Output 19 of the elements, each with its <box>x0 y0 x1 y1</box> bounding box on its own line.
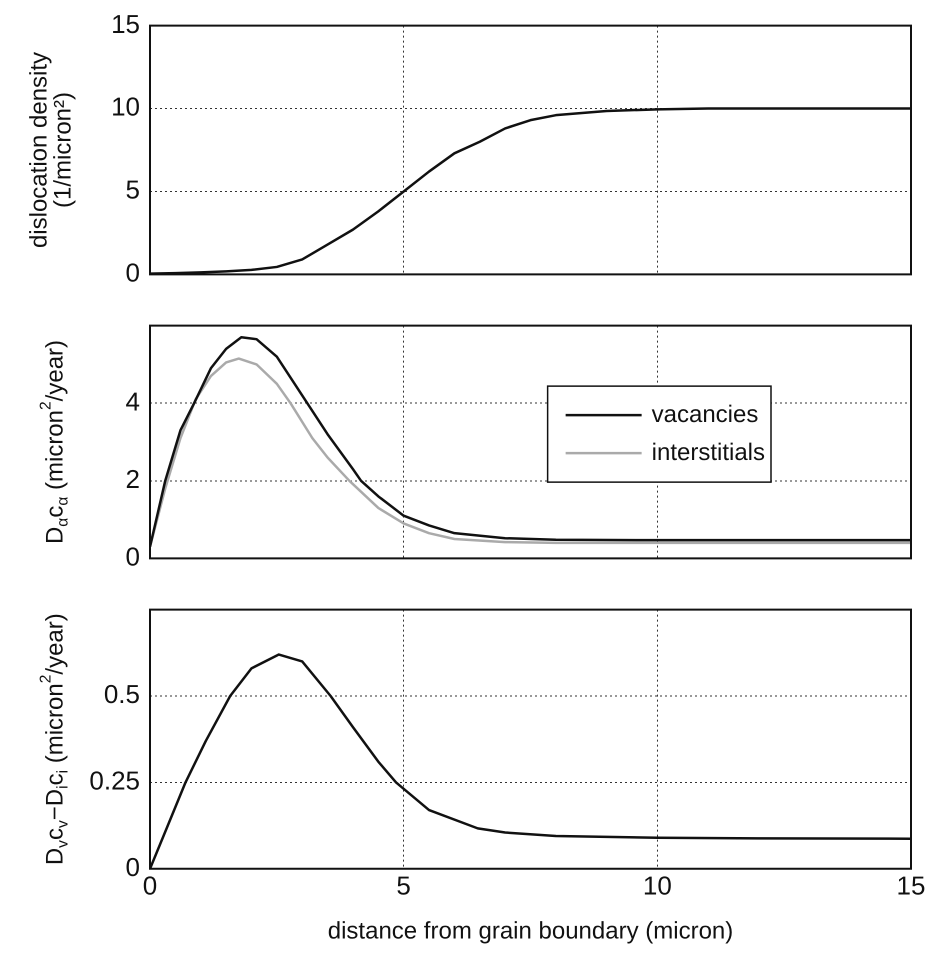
y-tick-label: 5 <box>126 174 140 205</box>
y-tick-label: 0 <box>126 542 140 572</box>
y-axis-title: dislocation density (1/micron²) <box>26 52 77 248</box>
y-tick-label: 4 <box>126 386 140 416</box>
x-tick-label: 15 <box>896 870 926 901</box>
y-tick-label: 0 <box>126 852 140 882</box>
y-tick-label: 15 <box>111 8 140 39</box>
y-axis-title: Dαcα (micron2/year) <box>38 340 72 544</box>
x-tick-label: 10 <box>642 870 672 901</box>
x-axis-title: distance from grain boundary (micron) <box>328 918 734 945</box>
y-tick-label: 2 <box>126 464 140 494</box>
y-tick-label: 0.5 <box>104 679 140 710</box>
y-tick-label: 0.25 <box>89 766 140 796</box>
legend-label: vacancies <box>652 400 758 428</box>
text: Dvcv−Dici (micron2/year) <box>38 613 72 866</box>
x-tick-label: 5 <box>396 870 411 901</box>
y-tick-label: 0 <box>126 258 140 288</box>
legend-label: interstitials <box>652 438 766 466</box>
y-tick-label: 10 <box>111 92 140 122</box>
